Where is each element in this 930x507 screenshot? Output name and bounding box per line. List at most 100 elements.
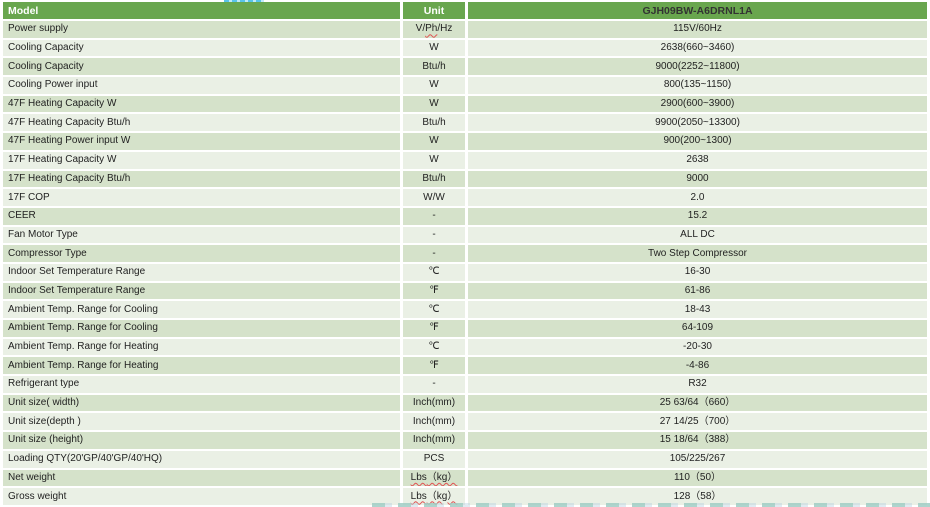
spec-label: Unit size( width) [3, 394, 400, 412]
spec-value: 115V/60Hz [468, 21, 927, 38]
spec-value: 2.0 [468, 189, 927, 206]
column-header-model-number: GJH09BW-A6DRNL1A [468, 2, 927, 19]
table-row: Power supply V/Ph/Hz 115V/60Hz [3, 21, 927, 38]
spec-label: Cooling Capacity [3, 39, 400, 57]
spec-value: 16-30 [468, 263, 927, 281]
table-row: 17F Heating Capacity W W 2638 [3, 151, 927, 169]
spec-unit: W [403, 133, 465, 150]
spec-label: Indoor Set Temperature Range [3, 263, 400, 281]
spec-unit: V/Ph/Hz [403, 21, 465, 38]
table-row: 47F Heating Capacity W W 2900(600~3900) [3, 95, 927, 113]
spec-value: 25 63/64（660） [468, 394, 927, 412]
spec-label: Unit size (height) [3, 432, 400, 449]
cropped-shapes-artifact [372, 503, 930, 507]
table-row: Cooling Capacity W 2638(660~3460) [3, 39, 927, 57]
spec-value: 105/225/267 [468, 450, 927, 468]
spec-label: CEER [3, 207, 400, 225]
table-row: Compressor Type - Two Step Compressor [3, 245, 927, 262]
spec-label: Compressor Type [3, 245, 400, 262]
spec-value: R32 [468, 376, 927, 393]
spec-label: Net weight [3, 469, 400, 487]
spec-unit: ℉ [403, 320, 465, 337]
table-row: Ambient Temp. Range for Cooling ℃ 18-43 [3, 301, 927, 318]
spec-label: Ambient Temp. Range for Cooling [3, 301, 400, 318]
table-row: Refrigerant type - R32 [3, 376, 927, 393]
spec-unit: ℃ [403, 301, 465, 318]
spec-unit: W [403, 39, 465, 57]
spec-value: 15 18/64（388） [468, 432, 927, 449]
spec-label: Loading QTY(20'GP/40'GP/40'HQ) [3, 450, 400, 468]
spec-label: Power supply [3, 21, 400, 38]
spec-value: 61-86 [468, 282, 927, 300]
spec-value: 128（58） [468, 488, 927, 505]
spec-label: Fan Motor Type [3, 226, 400, 244]
spec-label: Ambient Temp. Range for Cooling [3, 320, 400, 337]
spec-label: Cooling Capacity [3, 58, 400, 76]
table-row: Unit size (height) Inch(mm) 15 18/64（388） [3, 432, 927, 449]
spec-value: -4-86 [468, 357, 927, 375]
spec-unit: - [403, 207, 465, 225]
spec-unit: - [403, 376, 465, 393]
spec-label: 17F COP [3, 189, 400, 206]
spec-value: Two Step Compressor [468, 245, 927, 262]
spec-value: 9000 [468, 170, 927, 188]
spec-unit: Inch(mm) [403, 432, 465, 449]
spec-label: Indoor Set Temperature Range [3, 282, 400, 300]
spec-unit: ℉ [403, 357, 465, 375]
table-row: Indoor Set Temperature Range ℉ 61-86 [3, 282, 927, 300]
spec-unit: ℃ [403, 263, 465, 281]
table-row: 47F Heating Capacity Btu/h Btu/h 9900(2050… [3, 114, 927, 132]
table-row: Ambient Temp. Range for Cooling ℉ 64-109 [3, 320, 927, 337]
spec-unit: - [403, 245, 465, 262]
table-row: 17F Heating Capacity Btu/h Btu/h 9000 [3, 170, 927, 188]
spec-value: 27 14/25（700） [468, 413, 927, 431]
spec-label: 17F Heating Capacity W [3, 151, 400, 169]
spec-label: 47F Heating Capacity W [3, 95, 400, 113]
spec-unit: PCS [403, 450, 465, 468]
spec-value: 110（50） [468, 469, 927, 487]
column-header-model: Model [3, 2, 400, 19]
table-row: Indoor Set Temperature Range ℃ 16-30 [3, 263, 927, 281]
spec-unit: ℉ [403, 282, 465, 300]
table-row: Ambient Temp. Range for Heating ℉ -4-86 [3, 357, 927, 375]
table-row: Net weight Lbs（kg） 110（50） [3, 469, 927, 487]
spec-label: Ambient Temp. Range for Heating [3, 357, 400, 375]
table-row: Unit size(depth ) Inch(mm) 27 14/25（700） [3, 413, 927, 431]
spec-label: 17F Heating Capacity Btu/h [3, 170, 400, 188]
table-row: Ambient Temp. Range for Heating ℃ -20-30 [3, 338, 927, 356]
column-header-unit: Unit [403, 2, 465, 19]
spec-unit: Lbs（kg） [403, 469, 465, 487]
spec-value: 2638(660~3460) [468, 39, 927, 57]
spec-label: 47F Heating Power input W [3, 133, 400, 150]
spec-unit: W [403, 77, 465, 94]
spec-table-body: Power supply V/Ph/Hz 115V/60Hz Cooling Capa… [3, 21, 927, 505]
table-row: Fan Motor Type - ALL DC [3, 226, 927, 244]
spec-value: 2638 [468, 151, 927, 169]
spec-unit: W [403, 151, 465, 169]
spec-value: 15.2 [468, 207, 927, 225]
table-row: Cooling Power input W 800(135~1150) [3, 77, 927, 94]
spec-value: ALL DC [468, 226, 927, 244]
spec-unit: Btu/h [403, 58, 465, 76]
cropped-link-artifact [224, 0, 264, 3]
spec-label: Ambient Temp. Range for Heating [3, 338, 400, 356]
spec-unit: W/W [403, 189, 465, 206]
table-row: Unit size( width) Inch(mm) 25 63/64（660） [3, 394, 927, 412]
table-row: Cooling Capacity Btu/h 9000(2252~11800) [3, 58, 927, 76]
spec-value: 9900(2050~13300) [468, 114, 927, 132]
spec-unit: - [403, 226, 465, 244]
spec-value: 9000(2252~11800) [468, 58, 927, 76]
table-row: CEER -15.2 [3, 207, 927, 225]
spec-unit: Lbs（kg） [403, 488, 465, 505]
table-row: 47F Heating Power input W W 900(200~1300) [3, 133, 927, 150]
spec-value: 18-43 [468, 301, 927, 318]
spec-unit: ℃ [403, 338, 465, 356]
spec-value: 2900(600~3900) [468, 95, 927, 113]
spec-value: 900(200~1300) [468, 133, 927, 150]
table-row: 17F COP W/W 2.0 [3, 189, 927, 206]
spec-label: Unit size(depth ) [3, 413, 400, 431]
spec-label: Gross weight [3, 488, 400, 505]
header-row: Model Unit GJH09BW-A6DRNL1A [3, 2, 927, 19]
